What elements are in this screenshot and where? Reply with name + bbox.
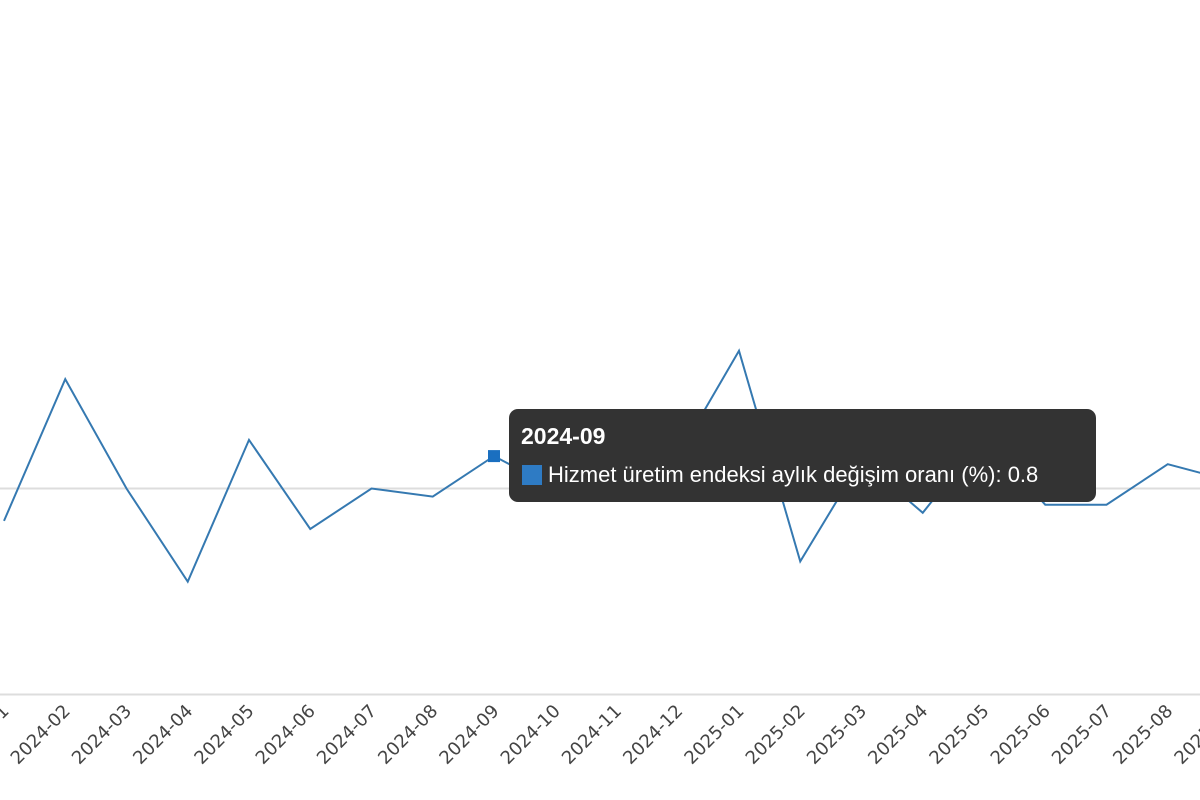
hovered-point-marker[interactable] (488, 450, 500, 463)
x-tick-label: 2025-01 (680, 701, 748, 769)
x-tick-label: 2024-11 (558, 701, 626, 769)
x-tick-label: 2025-03 (803, 701, 871, 769)
x-tick-label: 2024-12 (619, 701, 687, 769)
x-tick-label: 2024-06 (252, 701, 320, 769)
data-point-2025-01[interactable] (735, 347, 743, 355)
data-point-2024-05[interactable] (245, 436, 253, 444)
x-tick-label: 2024-05 (190, 701, 258, 769)
data-point-2024-02[interactable] (61, 375, 69, 383)
x-tick-label: 2024-04 (129, 701, 197, 769)
tooltip-title: 2024-09 (521, 423, 606, 449)
x-tick-label: 2024-10 (497, 701, 565, 769)
x-tick-label: 2024-02 (7, 701, 75, 769)
tooltip-row: Hizmet üretim endeksi aylık değişim oran… (522, 462, 1038, 488)
x-tick-label: 2025-05 (925, 701, 993, 769)
x-tick-label: 2024-07 (313, 701, 381, 769)
tooltip-series-label: Hizmet üretim endeksi aylık değişim oran… (548, 462, 1039, 487)
data-point-2025-08[interactable] (1164, 460, 1172, 468)
data-point-2025-07[interactable] (1103, 501, 1111, 509)
data-point-2024-06[interactable] (306, 525, 314, 533)
x-tick-label: 2024-03 (68, 701, 136, 769)
x-tick-label: 2024-08 (374, 701, 442, 769)
x-tick-labels: 2024-012024-022024-032024-042024-052024-… (0, 701, 1200, 769)
tooltip-series-swatch (522, 465, 542, 485)
data-point-2024-01[interactable] (0, 517, 8, 525)
tooltip: 2024-09 Hizmet üretim endeksi aylık deği… (509, 409, 1096, 502)
x-tick-label: 2025-04 (864, 701, 932, 769)
x-tick-label: 2024-09 (435, 701, 503, 769)
data-point-2024-07[interactable] (368, 485, 376, 493)
data-point-2025-04[interactable] (919, 509, 927, 517)
data-point-2024-04[interactable] (184, 578, 192, 586)
x-tick-label: 2025-08 (1109, 701, 1177, 769)
x-tick-label: 2025-07 (1048, 701, 1116, 769)
x-tick-label: 2025-09 (1170, 701, 1200, 769)
data-point-2024-03[interactable] (123, 485, 131, 493)
data-point-2024-08[interactable] (429, 493, 437, 501)
x-tick-label: 2025-02 (742, 701, 810, 769)
data-point-2025-02[interactable] (796, 557, 804, 565)
x-tick-label: 2025-06 (987, 701, 1055, 769)
